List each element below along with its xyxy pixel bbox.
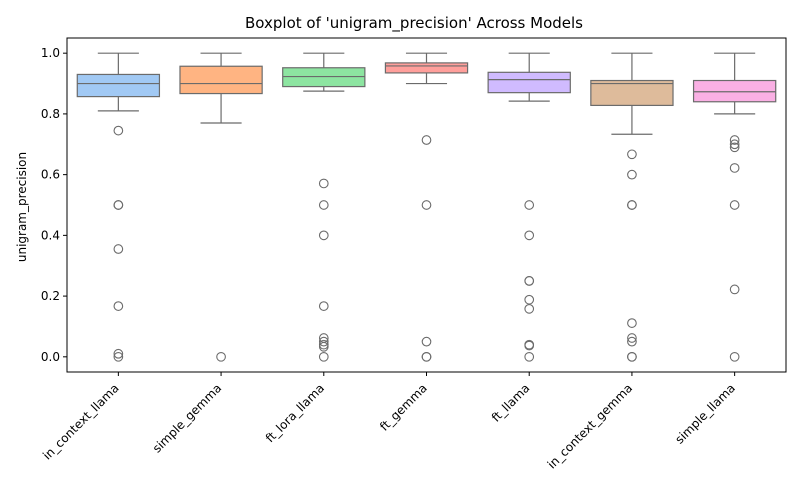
- plot-frame: [66, 37, 787, 373]
- outlier-point: [627, 149, 637, 160]
- outlier-point: [421, 200, 432, 210]
- box-group: [487, 52, 571, 362]
- outlier-point: [318, 336, 329, 347]
- outlier-point: [113, 125, 124, 136]
- box: [590, 79, 674, 107]
- outlier-point: [318, 200, 329, 210]
- x-tick-label: ft_lora_llama: [263, 381, 327, 445]
- box-group: [179, 52, 263, 362]
- box-group: [384, 52, 469, 362]
- box: [692, 79, 777, 103]
- box-group: [282, 52, 366, 362]
- outlier-point: [729, 135, 740, 145]
- box: [76, 73, 161, 98]
- outlier-point: [627, 336, 637, 347]
- x-tick-label: in_context_llama: [40, 381, 121, 462]
- y-tick-label: 1.0: [41, 46, 60, 60]
- y-axis-label: unigram_precision: [15, 152, 29, 262]
- x-tick-label: in_context_gemma: [545, 381, 635, 471]
- outlier-point: [627, 200, 637, 210]
- outlier-point: [421, 336, 432, 347]
- outlier-point: [113, 200, 124, 210]
- box: [282, 67, 366, 88]
- outlier-point: [318, 301, 329, 311]
- box: [179, 65, 263, 95]
- box: [487, 71, 571, 94]
- outlier-point: [524, 303, 535, 314]
- box: [384, 62, 469, 74]
- x-tick-label: ft_gemma: [377, 381, 430, 434]
- outlier-point: [729, 139, 740, 150]
- x-tick-label: simple_gemma: [150, 381, 224, 455]
- y-tick-label: 0.6: [41, 168, 60, 182]
- outlier-point: [627, 333, 637, 343]
- y-tick-label: 0.4: [41, 228, 60, 242]
- outlier-point: [627, 318, 637, 328]
- outlier-point: [524, 294, 535, 305]
- y-tick-label: 0.0: [41, 350, 60, 364]
- y-tick-label: 0.8: [41, 107, 60, 121]
- plot-area: [76, 52, 777, 362]
- outlier-point: [113, 351, 124, 362]
- outlier-point: [729, 284, 740, 295]
- box-group: [76, 52, 161, 362]
- outlier-point: [318, 351, 329, 362]
- outlier-point: [216, 351, 226, 362]
- y-tick-label: 0.2: [41, 289, 60, 303]
- box-group: [692, 52, 777, 362]
- x-tick-label: ft_llama: [489, 381, 533, 425]
- outlier-point: [524, 351, 535, 362]
- outlier-point: [524, 276, 535, 286]
- outlier-point: [113, 348, 124, 359]
- outlier-point: [627, 351, 637, 362]
- outlier-point: [627, 169, 637, 180]
- outlier-point: [729, 351, 740, 362]
- x-tick-label: simple_llama: [672, 381, 738, 447]
- outlier-point: [421, 135, 432, 145]
- outlier-point: [318, 230, 329, 241]
- outlier-point: [113, 301, 124, 311]
- outlier-point: [729, 142, 740, 153]
- outlier-point: [524, 200, 535, 210]
- outlier-point: [729, 163, 740, 173]
- outlier-point: [729, 200, 740, 210]
- outlier-point: [524, 230, 535, 241]
- box-group: [590, 52, 674, 362]
- outlier-point: [421, 351, 432, 362]
- outlier-point: [524, 340, 535, 351]
- outlier-point: [113, 244, 124, 254]
- chart-title: Boxplot of 'unigram_precision' Across Mo…: [245, 14, 583, 33]
- outlier-point: [318, 178, 329, 189]
- outlier-point: [318, 341, 329, 352]
